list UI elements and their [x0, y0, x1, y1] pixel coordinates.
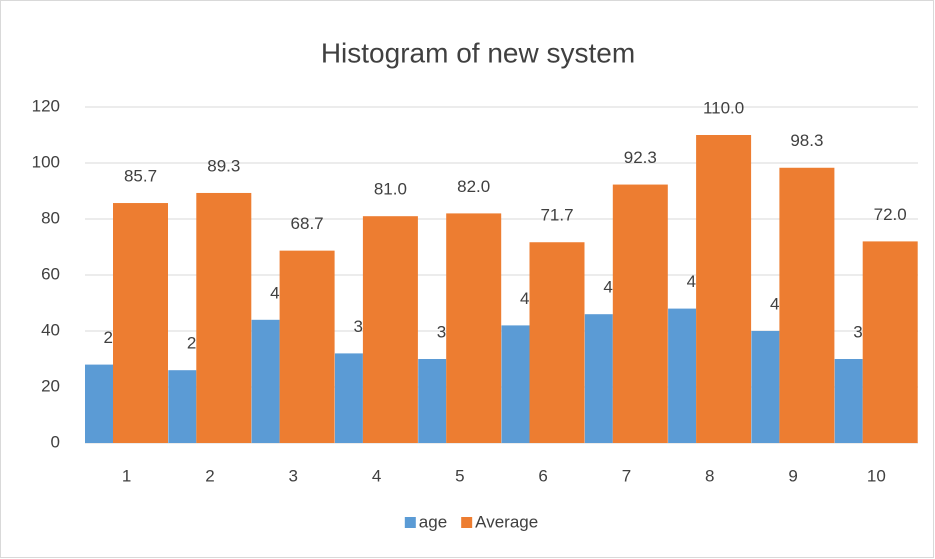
bar	[612, 184, 668, 443]
y-tick-label: 40	[41, 320, 60, 339]
bar	[834, 359, 863, 443]
bar	[779, 167, 835, 443]
y-tick-label: 20	[41, 376, 60, 395]
bar	[446, 213, 502, 443]
y-tick-label: 60	[41, 264, 60, 283]
bar	[85, 364, 113, 443]
bar	[168, 370, 197, 443]
legend-label: age	[419, 512, 447, 531]
x-tick-label: 1	[122, 466, 131, 485]
bar	[334, 353, 363, 443]
bar	[529, 242, 585, 443]
data-label: 82.0	[457, 177, 490, 196]
x-tick-label: 6	[538, 466, 547, 485]
data-label: 85.7	[124, 167, 157, 186]
bar	[751, 331, 780, 443]
y-tick-label: 0	[51, 432, 60, 451]
bar	[418, 359, 447, 443]
data-label: 92.3	[624, 148, 657, 167]
bar	[362, 216, 418, 443]
x-tick-label: 7	[622, 466, 631, 485]
x-tick-label: 4	[372, 466, 381, 485]
x-tick-label: 8	[705, 466, 714, 485]
chart-title: Histogram of new system	[321, 37, 635, 68]
legend-swatch	[461, 517, 473, 528]
x-tick-label: 5	[455, 466, 464, 485]
bar	[668, 308, 697, 443]
data-label: 72.0	[874, 205, 907, 224]
data-label: 71.7	[540, 206, 573, 225]
legend-label: Average	[475, 512, 538, 531]
data-label: 68.7	[291, 214, 324, 233]
bar	[862, 241, 918, 443]
x-tick-label: 9	[788, 466, 797, 485]
y-tick-label: 100	[32, 152, 60, 171]
bar	[279, 250, 335, 443]
x-tick-label: 2	[205, 466, 214, 485]
bar	[251, 319, 280, 443]
y-tick-label: 120	[32, 96, 60, 115]
y-tick-label: 80	[41, 208, 60, 227]
data-label: 81.0	[374, 180, 407, 199]
legend-swatch	[404, 517, 416, 528]
data-label: 98.3	[790, 131, 823, 150]
bar	[196, 192, 252, 443]
bar	[501, 325, 530, 443]
x-tick-label: 3	[289, 466, 298, 485]
bar	[113, 203, 168, 443]
x-tick-label: 10	[867, 466, 886, 485]
data-label: 89.3	[207, 156, 240, 175]
bar	[584, 314, 613, 443]
data-label: 110.0	[703, 98, 744, 117]
bar	[696, 135, 752, 443]
